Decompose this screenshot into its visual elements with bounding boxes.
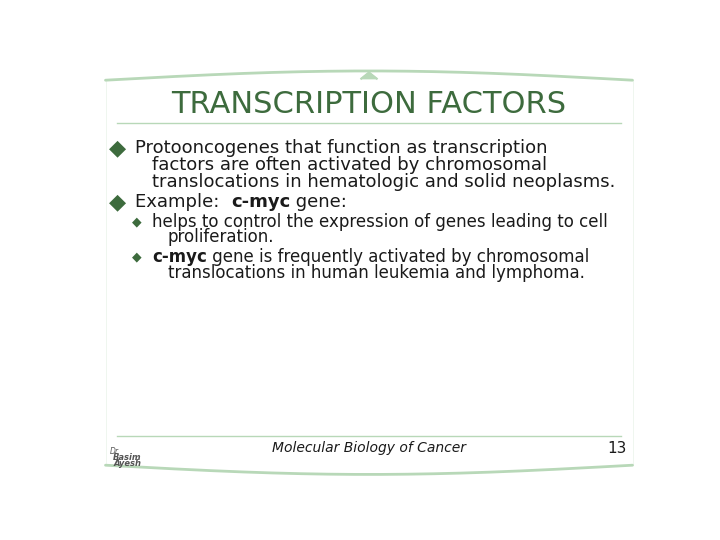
Text: Ayesh: Ayesh xyxy=(113,459,141,468)
Text: c-myc: c-myc xyxy=(231,193,290,211)
Text: Molecular Biology of Cancer: Molecular Biology of Cancer xyxy=(272,441,466,455)
Text: gene is frequently activated by chromosomal: gene is frequently activated by chromoso… xyxy=(207,248,589,266)
Text: translocations in human leukemia and lymphoma.: translocations in human leukemia and lym… xyxy=(168,264,585,282)
Polygon shape xyxy=(361,72,377,79)
Text: ◆: ◆ xyxy=(132,215,141,228)
Text: ◆: ◆ xyxy=(109,192,126,212)
Text: ◆: ◆ xyxy=(132,251,141,264)
Text: Basim: Basim xyxy=(113,453,142,462)
Text: translocations in hematologic and solid neoplasms.: translocations in hematologic and solid … xyxy=(152,173,616,191)
Text: proliferation.: proliferation. xyxy=(168,228,274,246)
Text: Protooncogenes that function as transcription: Protooncogenes that function as transcri… xyxy=(135,139,547,157)
Text: factors are often activated by chromosomal: factors are often activated by chromosom… xyxy=(152,156,547,174)
Text: helps to control the expression of genes leading to cell: helps to control the expression of genes… xyxy=(152,213,608,231)
Text: ◆: ◆ xyxy=(109,138,126,158)
Text: TRANSCRIPTION FACTORS: TRANSCRIPTION FACTORS xyxy=(171,90,567,119)
Text: c-myc: c-myc xyxy=(152,248,207,266)
Text: Dr.: Dr. xyxy=(109,447,120,456)
Text: gene:: gene: xyxy=(290,193,347,211)
Text: Example:: Example: xyxy=(135,193,231,211)
Text: 13: 13 xyxy=(608,441,627,456)
